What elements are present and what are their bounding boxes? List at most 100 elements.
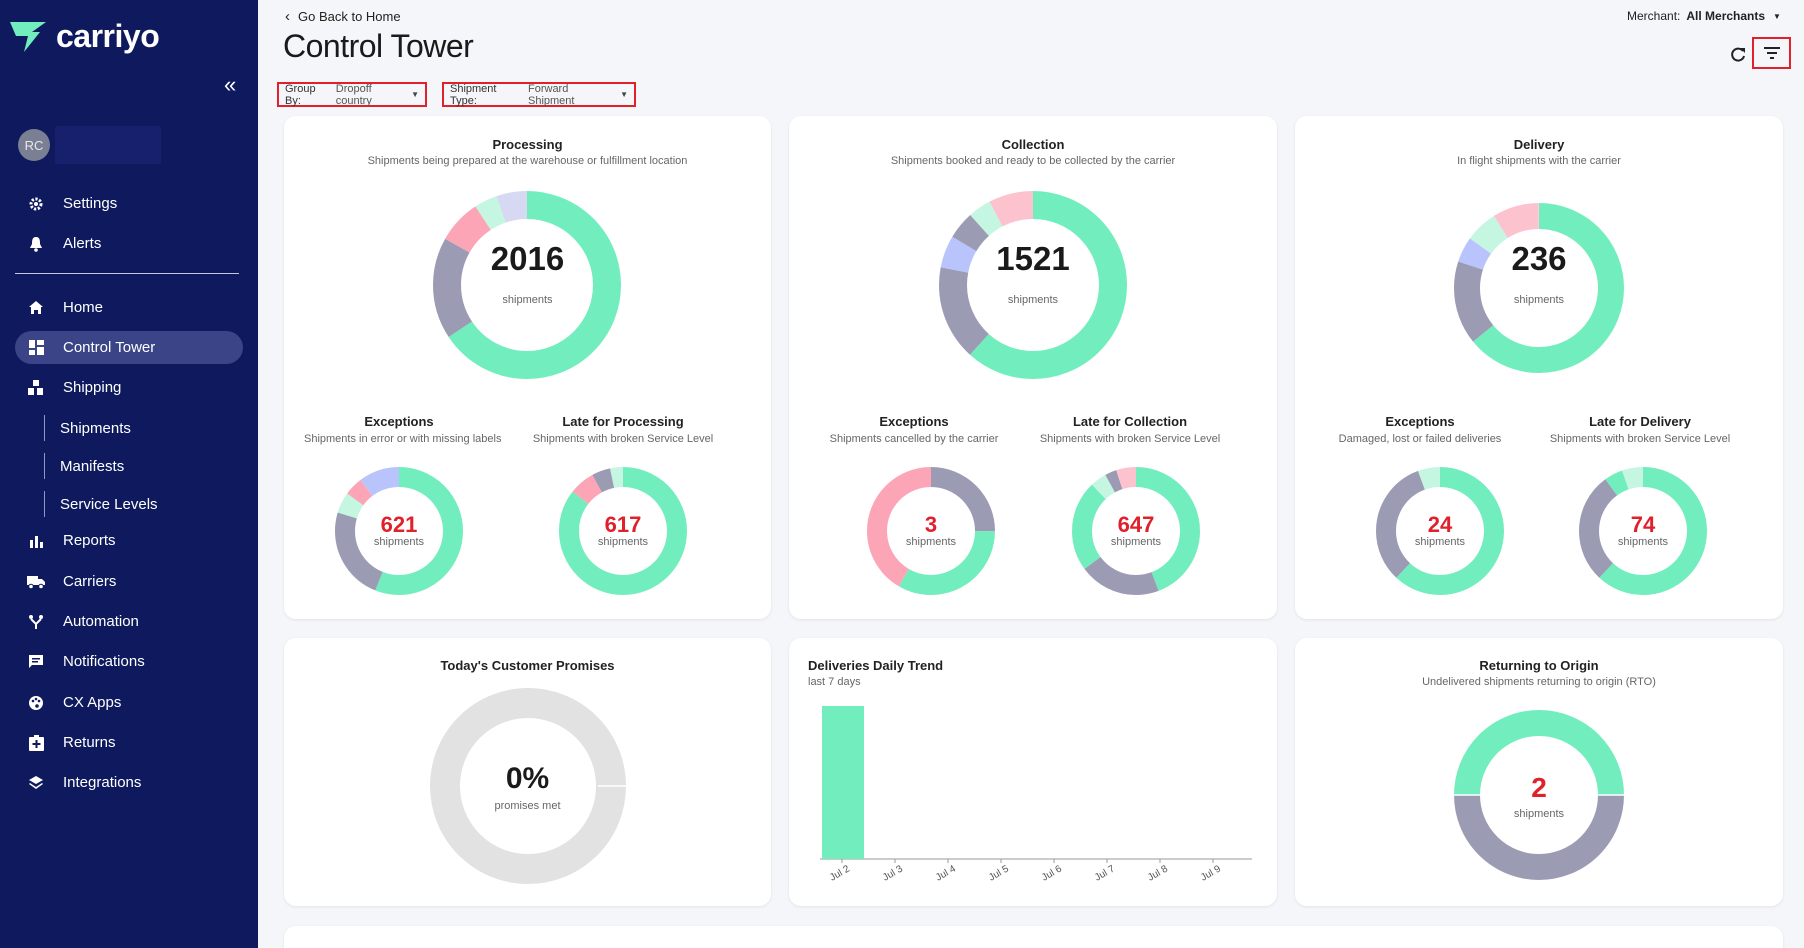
sidebar-item-control-tower[interactable]: Control Tower — [15, 331, 243, 364]
card-title: Deliveries Daily Trend — [808, 658, 944, 673]
exceptions-unit: shipments — [373, 536, 425, 548]
sidebar-item-cx-apps[interactable]: CX Apps — [15, 686, 243, 719]
deliveries-bar-chart[interactable]: Jul 2 Jul 3 Jul 4 Jul 5 Jul 6 Jul 7 Jul 8 Jul 9 — [789, 638, 1277, 906]
late-subtitle: Shipments with broken Service Level — [1039, 433, 1221, 445]
collection-card[interactable]: Collection Shipments booked and ready to… — [789, 116, 1277, 619]
card-title: Today's Customer Promises — [440, 658, 615, 673]
sidebar-item-integrations[interactable]: Integrations — [15, 766, 243, 799]
sidebar-item-label: Home — [63, 299, 104, 316]
processing-exceptions-donut[interactable] — [333, 465, 465, 597]
rto-card[interactable]: Returning to Origin Undelivered shipment… — [1295, 638, 1783, 906]
bar[interactable] — [822, 706, 864, 859]
processing-donut-chart[interactable] — [432, 190, 622, 380]
x-tick-label: Jul 2 — [828, 863, 852, 883]
shipment-type-value: Forward Shipment — [528, 82, 575, 107]
late-subtitle: Shipments with broken Service Level — [1549, 433, 1731, 445]
filter-button[interactable] — [1752, 37, 1791, 69]
shipment-type-select[interactable]: Shipment Type: Forward Shipment ▼ — [442, 82, 636, 107]
group-by-value: Dropoff country — [335, 82, 372, 107]
sidebar-item-label: Settings — [63, 195, 118, 212]
shipping-icon — [23, 379, 49, 396]
sidebar-item-shipping[interactable]: Shipping — [15, 371, 243, 404]
exceptions-subtitle: Shipments cancelled by the carrier — [829, 433, 999, 445]
collection-exceptions-donut[interactable] — [865, 465, 997, 597]
home-icon — [23, 300, 49, 315]
truck-icon — [23, 575, 49, 589]
user-name-placeholder — [55, 126, 161, 164]
promises-donut-chart[interactable] — [430, 688, 626, 884]
sidebar-subitem-manifests[interactable]: Manifests — [44, 453, 124, 479]
sidebar-item-label: Control Tower — [63, 339, 156, 356]
card-title: Collection — [1001, 137, 1065, 152]
sidebar-subitem-shipments[interactable]: Shipments — [44, 415, 131, 441]
collection-total: 1521 — [996, 240, 1070, 277]
sidebar-item-notifications[interactable]: Notifications — [15, 645, 243, 678]
late-value: 647 — [1117, 512, 1155, 537]
page-title: Control Tower — [283, 28, 474, 64]
processing-total: 2016 — [490, 240, 565, 277]
sidebar-item-settings[interactable]: Settings — [15, 187, 243, 220]
merchant-value: All Merchants — [1686, 9, 1766, 23]
sidebar-item-automation[interactable]: Automation — [15, 605, 243, 638]
sidebar-item-alerts[interactable]: Alerts — [15, 227, 243, 260]
message-icon — [23, 654, 49, 670]
merchant-selector[interactable]: Merchant: All Merchants ▼ — [1627, 9, 1781, 23]
late-value: 74 — [1630, 512, 1656, 537]
sidebar: carriyo « RC Settings Alerts Home Contro… — [0, 0, 258, 948]
rto-unit: shipments — [1513, 808, 1565, 820]
automation-icon — [23, 614, 49, 630]
layers-icon — [23, 775, 49, 791]
rto-donut-chart[interactable] — [1454, 710, 1624, 880]
delivery-total: 236 — [1511, 240, 1567, 277]
logo-text: carriyo — [56, 18, 160, 54]
return-icon — [23, 734, 49, 751]
processing-late-donut[interactable] — [557, 465, 689, 597]
delivery-donut-chart[interactable] — [1451, 200, 1627, 376]
x-tick-label: Jul 7 — [1093, 863, 1117, 883]
collection-donut-chart[interactable] — [938, 190, 1128, 380]
user-profile[interactable]: RC — [18, 126, 161, 164]
processing-card[interactable]: Processing Shipments being prepared at t… — [284, 116, 771, 619]
card-subtitle: Shipments being prepared at the warehous… — [367, 155, 688, 167]
collection-late-donut[interactable] — [1070, 465, 1202, 597]
sidebar-item-label: Reports — [63, 532, 116, 549]
promises-unit: promises met — [494, 800, 561, 812]
carriyo-logo[interactable]: carriyo — [10, 18, 160, 55]
sidebar-item-returns[interactable]: Returns — [15, 726, 243, 759]
deliveries-trend-card[interactable]: Deliveries Daily Trend last 7 days Jul 2… — [789, 638, 1277, 906]
sidebar-item-label: Integrations — [63, 774, 142, 791]
sidebar-item-reports[interactable]: Reports — [15, 524, 243, 557]
sidebar-item-label: Shipping — [63, 379, 122, 396]
go-back-link[interactable]: ‹ Go Back to Home — [285, 8, 401, 25]
sidebar-item-label: Alerts — [63, 235, 102, 252]
exceptions-subtitle: Shipments in error or with missing label… — [304, 433, 502, 445]
card-title: Processing — [492, 137, 563, 152]
late-value: 617 — [604, 512, 642, 537]
caret-down-icon: ▼ — [620, 90, 628, 99]
collection-unit: shipments — [1007, 294, 1059, 306]
card-subtitle: Undelivered shipments returning to origi… — [1422, 676, 1656, 688]
carriyo-logo-icon — [10, 21, 46, 52]
delivery-exceptions-donut[interactable] — [1374, 465, 1506, 597]
exceptions-value: 3 — [924, 512, 938, 537]
sidebar-divider — [15, 273, 239, 274]
delivery-card[interactable]: Delivery In flight shipments with the ca… — [1295, 116, 1783, 619]
refresh-icon[interactable] — [1727, 44, 1749, 66]
card-subtitle: Shipments booked and ready to be collect… — [890, 155, 1176, 167]
bell-icon — [23, 236, 49, 252]
customer-promises-card[interactable]: Today's Customer Promises 0% promises me… — [284, 638, 771, 906]
x-tick-label: Jul 5 — [987, 863, 1011, 883]
card-title: Returning to Origin — [1479, 658, 1599, 673]
promises-value: 0% — [505, 762, 550, 795]
processing-unit: shipments — [502, 294, 553, 306]
sidebar-item-home[interactable]: Home — [15, 291, 243, 324]
sidebar-item-carriers[interactable]: Carriers — [15, 565, 243, 598]
group-by-select[interactable]: Group By: Dropoff country ▼ — [277, 82, 427, 107]
x-tick-label: Jul 8 — [1146, 863, 1170, 883]
bar-chart-icon — [23, 534, 49, 548]
caret-down-icon: ▼ — [411, 90, 419, 99]
delivery-late-donut[interactable] — [1577, 465, 1709, 597]
collapse-sidebar-icon[interactable]: « — [224, 72, 237, 97]
merchant-label: Merchant: — [1627, 9, 1681, 23]
sidebar-subitem-service-levels[interactable]: Service Levels — [44, 491, 158, 517]
